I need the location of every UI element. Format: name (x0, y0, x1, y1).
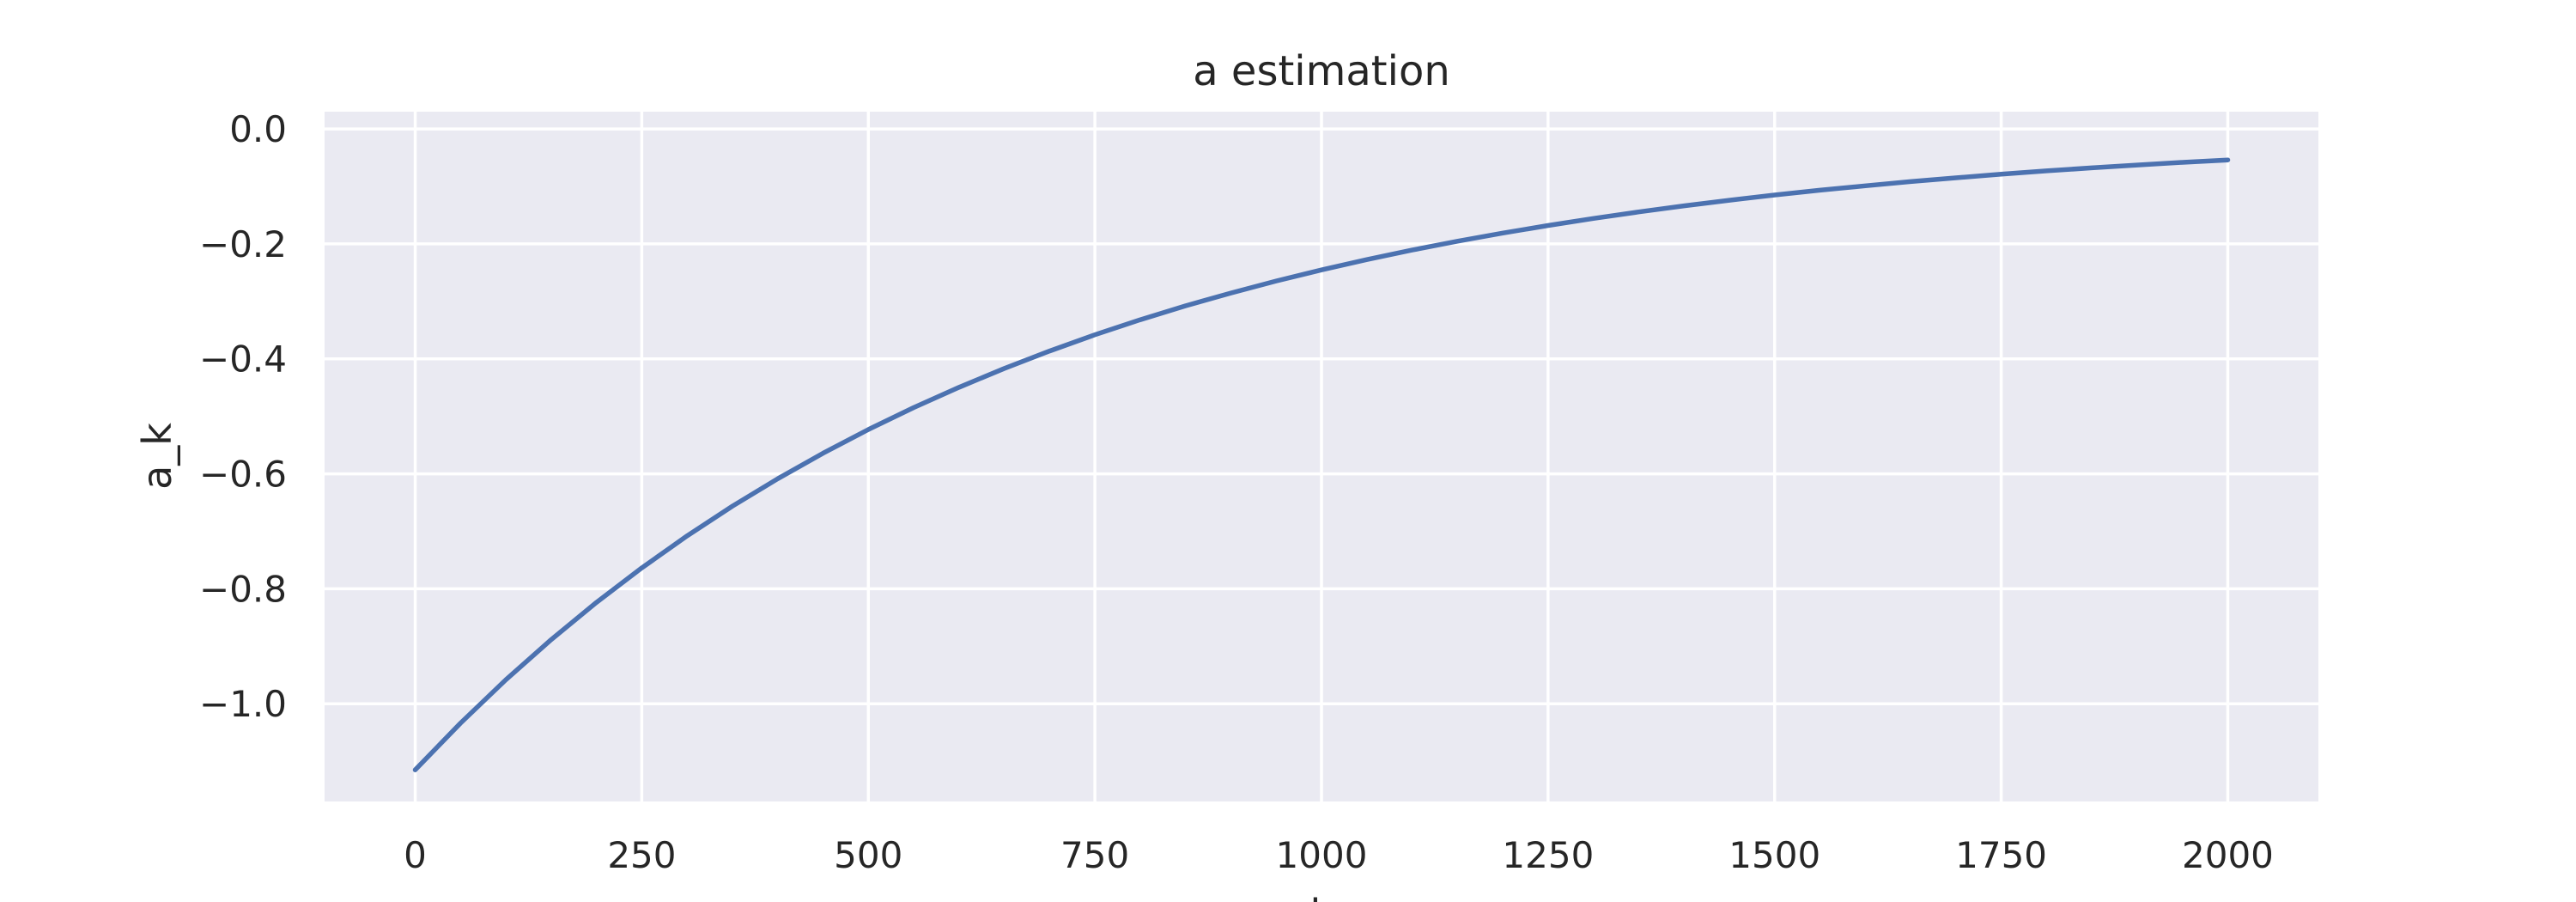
y-tick-label: 0.0 (229, 108, 287, 150)
y-tick-label: −1.0 (199, 683, 287, 725)
grid-lines (325, 112, 2318, 801)
y-tick-label: −0.6 (199, 454, 287, 496)
y-axis-title: a_k (134, 423, 180, 490)
x-tick-label: 1250 (1502, 834, 1594, 876)
y-tick-labels: 0.0 −0.2 −0.4 −0.6 −0.8 −1.0 (199, 108, 287, 725)
x-tick-label: 1500 (1728, 834, 1820, 876)
series-line (412, 157, 2231, 772)
x-tick-label: 1000 (1276, 834, 1368, 876)
x-axis-title: k (1310, 891, 1334, 902)
x-tick-label: 250 (607, 834, 676, 876)
x-tick-label: 2000 (2182, 834, 2274, 876)
x-tick-label: 750 (1060, 834, 1129, 876)
y-tick-label: −0.8 (199, 568, 287, 610)
chart-title: a estimation (1193, 47, 1449, 95)
series-layer (412, 157, 2231, 772)
x-tick-label: 0 (404, 834, 427, 876)
x-tick-label: 500 (834, 834, 902, 876)
x-tick-labels: 0 250 500 750 1000 1250 1500 1750 2000 (404, 834, 2274, 876)
x-tick-label: 1750 (1955, 834, 2047, 876)
y-tick-label: −0.4 (199, 338, 287, 381)
y-tick-label: −0.2 (199, 223, 287, 265)
